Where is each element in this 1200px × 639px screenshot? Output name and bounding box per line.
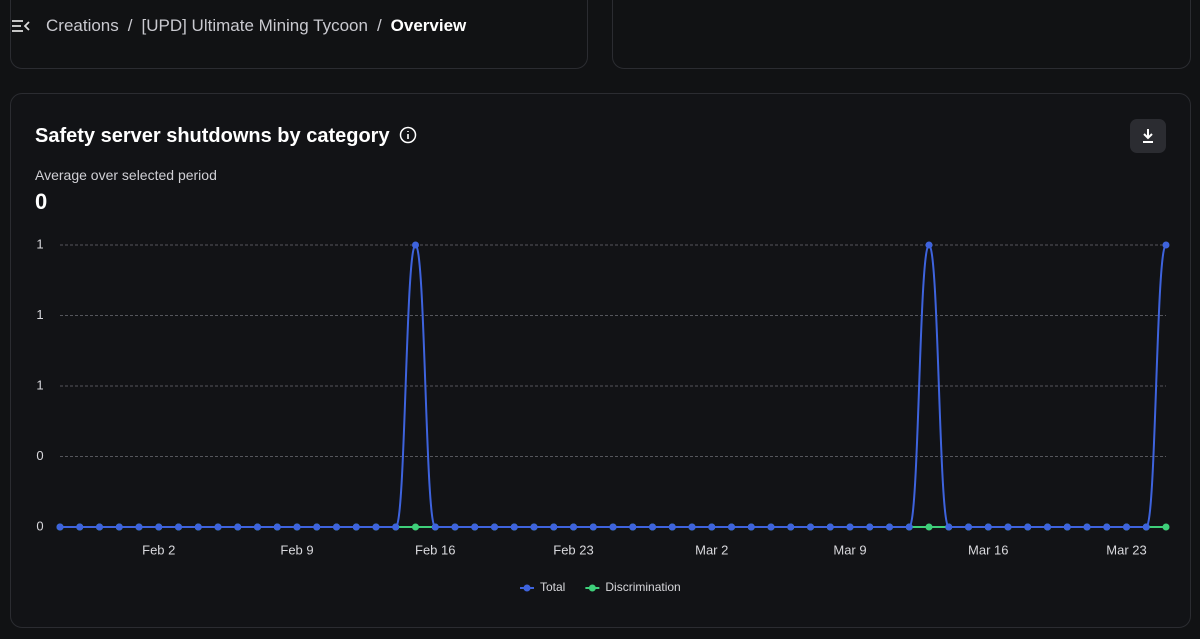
crumb[interactable]: [UPD] Ultimate Mining Tycoon	[141, 16, 368, 35]
x-tick-label: Feb 16	[415, 542, 455, 557]
legend-marker	[523, 584, 531, 592]
data-point	[155, 523, 163, 531]
data-point	[372, 523, 380, 531]
x-tick-label: Mar 23	[1106, 542, 1146, 557]
data-point	[412, 523, 419, 531]
data-point	[570, 523, 577, 531]
data-point	[767, 523, 775, 531]
data-point	[925, 523, 933, 531]
legend-marker	[588, 584, 596, 592]
x-tick-label: Mar 2	[695, 542, 728, 557]
data-point	[846, 523, 854, 531]
x-tick-label: Feb 23	[553, 542, 593, 557]
data-point	[905, 523, 913, 531]
data-point	[412, 241, 419, 249]
data-point	[96, 523, 103, 531]
data-point	[451, 523, 459, 531]
data-point	[214, 523, 222, 531]
data-point	[234, 523, 242, 531]
legend-label: Discrimination	[605, 580, 680, 594]
data-point	[76, 523, 84, 531]
title-text: Safety server shutdowns by category	[35, 125, 390, 147]
x-tick-label: Mar 16	[968, 542, 1008, 557]
data-point	[1004, 523, 1012, 531]
x-tick-label: Feb 9	[280, 542, 313, 557]
data-point	[1123, 523, 1130, 531]
data-point	[866, 523, 874, 531]
data-point	[1063, 523, 1071, 531]
data-point	[965, 523, 972, 531]
data-point	[431, 523, 439, 531]
card	[612, 0, 1191, 69]
data-point	[747, 523, 755, 531]
data-point	[984, 523, 992, 531]
data-point	[175, 523, 182, 531]
info-icon[interactable]	[399, 126, 417, 144]
data-point	[352, 523, 360, 531]
data-point	[56, 523, 64, 531]
card	[10, 0, 588, 69]
data-point	[530, 523, 538, 531]
data-point	[491, 523, 498, 531]
separator: /	[127, 16, 133, 35]
data-point	[471, 523, 479, 531]
data-point	[807, 523, 814, 531]
menu-icon[interactable]	[11, 18, 31, 34]
y-tick-label: 1	[36, 377, 43, 392]
data-point	[728, 523, 735, 531]
data-point	[826, 523, 834, 531]
card-title: Safety server shutdowns by category	[35, 125, 417, 148]
data-point	[708, 523, 716, 531]
data-point	[1162, 241, 1170, 249]
data-point	[1103, 523, 1111, 531]
legend-label: Total	[540, 580, 565, 594]
data-point	[945, 523, 953, 531]
y-tick-label: 0	[36, 448, 43, 463]
data-point	[1083, 523, 1091, 531]
data-point	[668, 523, 676, 531]
breadcrumb: Creations / [UPD] Ultimate Mining Tycoon…	[46, 16, 466, 36]
download-button[interactable]	[1130, 119, 1166, 153]
x-tick-label: Feb 2	[142, 542, 175, 557]
data-point	[629, 523, 637, 531]
crumb[interactable]: Creations	[46, 16, 119, 35]
crumb: Overview	[390, 16, 467, 35]
data-point	[293, 523, 301, 531]
legend-item[interactable]: Total	[520, 580, 565, 594]
data-point	[589, 523, 597, 531]
data-point	[886, 523, 893, 531]
chart-card: Safety server shutdowns by category Aver…	[10, 93, 1191, 628]
data-point	[925, 241, 933, 249]
data-point	[688, 523, 696, 531]
data-point	[135, 523, 143, 531]
data-point	[510, 523, 518, 531]
y-tick-label: 1	[36, 307, 43, 322]
separator: /	[376, 16, 382, 35]
y-tick-label: 1	[36, 236, 43, 251]
data-point	[649, 523, 656, 531]
download-icon	[1143, 129, 1153, 143]
x-tick-label: Mar 9	[833, 542, 866, 557]
data-point	[392, 523, 400, 531]
metric-label: Average over selected period	[35, 167, 217, 183]
y-tick-label: 0	[36, 518, 43, 533]
data-point	[254, 523, 261, 531]
data-point	[1044, 523, 1051, 531]
data-point	[1142, 523, 1150, 531]
metric-value: 0	[35, 189, 48, 214]
data-point	[1024, 523, 1032, 531]
data-point	[609, 523, 617, 531]
legend-item[interactable]: Discrimination	[585, 580, 681, 594]
data-point	[333, 523, 340, 531]
data-point	[313, 523, 321, 531]
data-point	[787, 523, 795, 531]
data-point	[194, 523, 202, 531]
data-point	[550, 523, 558, 531]
data-point	[1162, 523, 1170, 531]
data-point	[115, 523, 123, 531]
data-point	[273, 523, 281, 531]
